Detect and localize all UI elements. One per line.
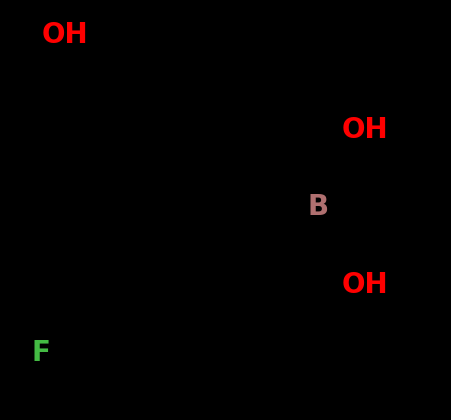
Text: F: F: [32, 339, 51, 367]
Text: OH: OH: [342, 271, 389, 299]
Text: OH: OH: [42, 21, 89, 49]
Text: OH: OH: [342, 116, 389, 144]
Text: B: B: [308, 193, 329, 221]
